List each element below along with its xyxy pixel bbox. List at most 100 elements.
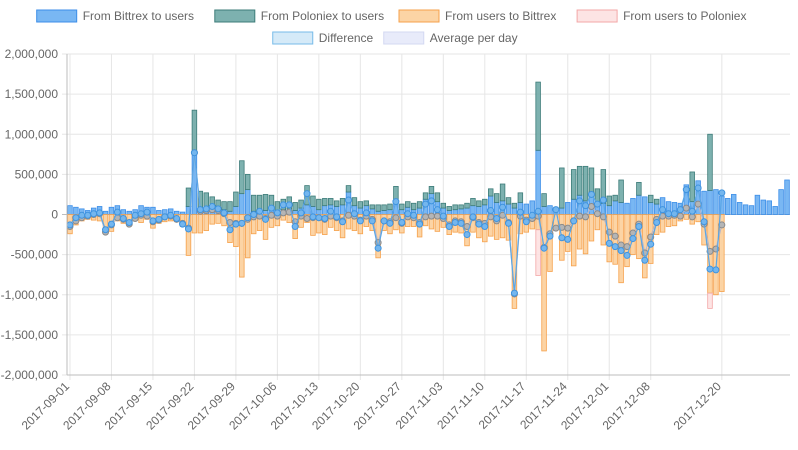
difference-point bbox=[149, 217, 157, 225]
legend-item[interactable]: From Bittrex to users bbox=[36, 9, 194, 23]
bar-from-poloniex-to-users bbox=[470, 198, 476, 207]
average-point bbox=[552, 224, 560, 232]
difference-point bbox=[427, 197, 435, 205]
difference-point bbox=[635, 223, 643, 231]
difference-point bbox=[250, 211, 258, 218]
difference-point bbox=[155, 215, 163, 223]
difference-point bbox=[119, 215, 127, 223]
bar-from-users-to-bittrex bbox=[215, 214, 221, 224]
difference-point bbox=[688, 207, 696, 215]
difference-point bbox=[125, 219, 133, 227]
bar-from-bittrex-to-users bbox=[541, 206, 547, 215]
y-tick-label: 0 bbox=[51, 208, 58, 222]
legend-swatch bbox=[272, 31, 314, 45]
legend-swatch bbox=[576, 9, 618, 23]
difference-point bbox=[522, 218, 530, 226]
average-point bbox=[576, 212, 584, 220]
y-tick-label: -2,000,000 bbox=[1, 368, 59, 382]
difference-point bbox=[587, 190, 595, 198]
difference-point bbox=[66, 221, 74, 229]
bar-from-users-to-bittrex bbox=[606, 214, 612, 263]
difference-point bbox=[528, 211, 536, 219]
difference-point bbox=[374, 244, 382, 252]
difference-point bbox=[416, 220, 424, 228]
bar-from-poloniex-to-users bbox=[541, 193, 547, 207]
bar-from-users-to-bittrex bbox=[683, 214, 690, 220]
bar-from-poloniex-to-users bbox=[446, 206, 452, 211]
average-point bbox=[617, 241, 625, 249]
difference-point bbox=[208, 202, 216, 210]
difference-point bbox=[659, 206, 667, 214]
difference-point bbox=[564, 235, 572, 243]
difference-point bbox=[422, 200, 430, 208]
bar-from-users-to-bittrex bbox=[239, 214, 245, 278]
bar-from-bittrex-to-users bbox=[736, 202, 743, 215]
legend-item[interactable]: Difference bbox=[272, 31, 374, 45]
difference-point bbox=[226, 226, 234, 234]
bar-from-bittrex-to-users bbox=[730, 194, 737, 215]
difference-point bbox=[161, 213, 169, 221]
bar-from-poloniex-to-users bbox=[375, 204, 381, 212]
bar-from-poloniex-to-users bbox=[648, 194, 654, 203]
bar-from-poloniex-to-users bbox=[191, 109, 198, 154]
bar-from-poloniex-to-users bbox=[345, 185, 352, 193]
difference-point bbox=[279, 201, 287, 209]
difference-point bbox=[131, 211, 139, 219]
bar-from-bittrex-to-users bbox=[73, 206, 79, 215]
difference-point bbox=[682, 186, 690, 194]
difference-point bbox=[267, 204, 275, 212]
bar-from-bittrex-to-users bbox=[618, 202, 624, 215]
difference-point bbox=[653, 219, 661, 227]
bar-from-bittrex-to-users bbox=[446, 210, 452, 215]
bar-from-bittrex-to-users bbox=[482, 204, 488, 215]
bar-from-bittrex-to-users bbox=[458, 208, 464, 215]
bar-from-bittrex-to-users bbox=[624, 202, 630, 215]
bar-from-poloniex-to-users bbox=[333, 200, 340, 207]
bar-from-bittrex-to-users bbox=[748, 205, 755, 215]
difference-point bbox=[558, 234, 566, 242]
average-point bbox=[303, 215, 311, 223]
legend-label: From users to Bittrex bbox=[445, 9, 556, 23]
bar-from-poloniex-to-users bbox=[499, 183, 506, 202]
difference-point bbox=[96, 209, 104, 217]
difference-point bbox=[469, 213, 477, 221]
difference-point bbox=[344, 196, 352, 204]
bar-from-poloniex-to-users bbox=[440, 202, 447, 209]
bar-from-users-to-bittrex bbox=[185, 214, 192, 256]
legend-item[interactable]: From Poloniex to users bbox=[214, 9, 384, 23]
bar-from-poloniex-to-users bbox=[410, 202, 417, 211]
bar-from-bittrex-to-users bbox=[156, 210, 162, 215]
bar-from-bittrex-to-users bbox=[173, 210, 180, 215]
bar-from-bittrex-to-users bbox=[322, 205, 328, 215]
bar-from-poloniex-to-users bbox=[339, 198, 346, 206]
difference-point bbox=[386, 219, 394, 227]
average-point bbox=[688, 213, 696, 221]
legend-item[interactable]: From users to Bittrex bbox=[398, 9, 556, 23]
bar-from-poloniex-to-users bbox=[428, 186, 435, 195]
legend-item[interactable]: From users to Poloniex bbox=[576, 9, 746, 23]
bar-from-users-to-bittrex bbox=[576, 214, 583, 250]
difference-point bbox=[445, 223, 453, 231]
difference-point bbox=[576, 197, 584, 205]
bar-from-bittrex-to-users bbox=[476, 206, 482, 215]
bar-from-poloniex-to-users bbox=[689, 171, 695, 203]
bar-from-poloniex-to-users bbox=[464, 202, 470, 209]
difference-point bbox=[570, 217, 578, 225]
chart-legend[interactable]: From Bittrex to users From Poloniex to us… bbox=[36, 9, 747, 45]
bar-from-poloniex-to-users bbox=[653, 198, 660, 205]
difference-point bbox=[72, 214, 80, 222]
bar-from-users-to-bittrex bbox=[322, 214, 328, 235]
bar-from-bittrex-to-users bbox=[150, 206, 156, 215]
bar-from-bittrex-to-users bbox=[511, 207, 518, 215]
y-tick-label: 500,000 bbox=[15, 167, 59, 181]
bar-from-bittrex-to-users bbox=[381, 210, 387, 215]
difference-point bbox=[137, 210, 145, 218]
difference-point bbox=[617, 247, 625, 255]
bar-from-bittrex-to-users bbox=[653, 203, 660, 215]
bar-from-poloniex-to-users bbox=[351, 197, 358, 207]
bar-from-bittrex-to-users bbox=[505, 203, 512, 215]
legend-label: From Bittrex to users bbox=[83, 9, 194, 23]
bar-from-users-to-bittrex bbox=[570, 214, 577, 267]
bar-from-users-to-bittrex bbox=[547, 214, 553, 272]
legend-item[interactable]: Average per day bbox=[383, 31, 518, 45]
